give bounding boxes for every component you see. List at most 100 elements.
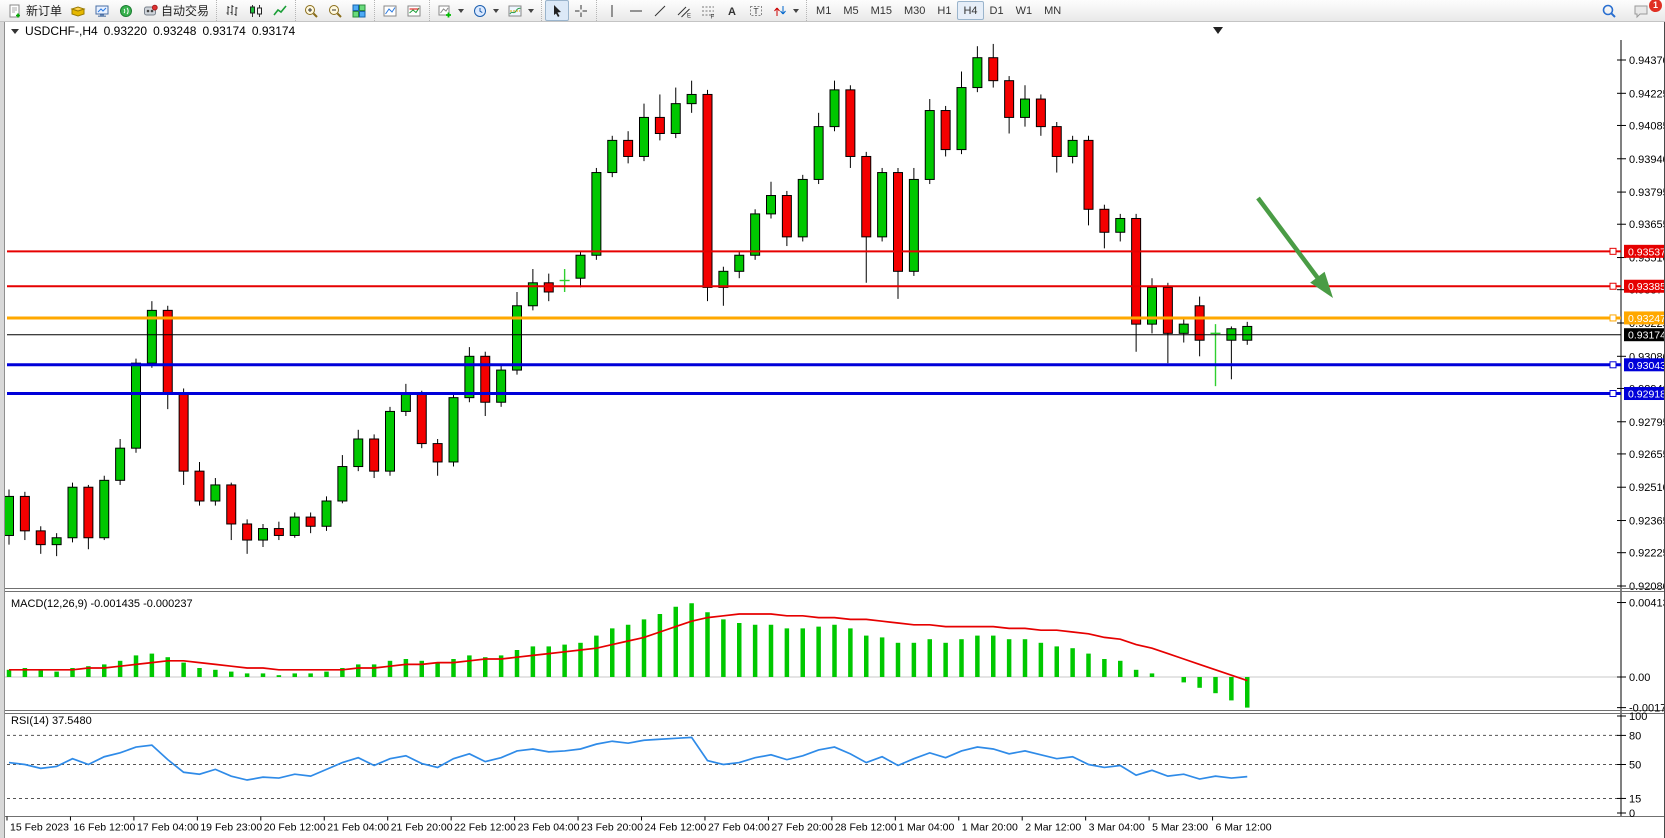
tline-icon [652, 3, 668, 19]
chat-button[interactable]: 1 [1629, 0, 1662, 21]
templates-button[interactable] [503, 0, 538, 21]
level-line-0.93247[interactable]: 0.93247 [7, 311, 1664, 325]
candle [924, 110, 935, 180]
candle [543, 282, 554, 293]
zoom-out-button[interactable] [323, 0, 347, 21]
candle [416, 392, 427, 445]
new-chart-button[interactable] [433, 0, 468, 21]
candle [178, 392, 189, 472]
macd-signal-line [9, 613, 1248, 682]
toolbar-group-dropdowns [429, 0, 541, 21]
autotrading-label: 自动交易 [161, 4, 210, 18]
arrows-icon [772, 3, 788, 19]
chat-icon [1633, 3, 1649, 19]
level-line-0.93537[interactable]: 0.93537 [7, 244, 1664, 259]
arrows-button[interactable] [768, 0, 803, 21]
candle [146, 309, 157, 364]
candle [51, 537, 62, 546]
level-price-label-text: 0.93385 [1628, 281, 1664, 293]
text-label-button[interactable]: T [744, 0, 768, 21]
data-window-button[interactable] [90, 0, 114, 21]
timeframe-w1-button[interactable]: W1 [1015, 4, 1033, 17]
toolbar-group-zoom [295, 0, 374, 21]
level-line-handle[interactable] [1609, 390, 1617, 398]
time-tick-label: 15 Feb 2023 [10, 822, 69, 834]
vertical-line-button[interactable] [600, 0, 624, 21]
chart-list-button[interactable] [66, 0, 90, 21]
candle [1242, 325, 1253, 341]
svg-text:F: F [711, 14, 715, 19]
cursor-button[interactable] [545, 0, 570, 21]
level-price-label [1624, 311, 1664, 325]
level-line-0.92918[interactable]: 0.92918 [7, 387, 1664, 401]
candle [289, 516, 300, 536]
candle [385, 410, 395, 472]
timeframe-mn-button[interactable]: MN [1044, 4, 1062, 17]
timeframe-d1-button[interactable]: D1 [989, 4, 1004, 17]
search-button[interactable] [1597, 0, 1621, 21]
zoom-out-icon [327, 3, 343, 19]
tile-windows-button[interactable] [347, 0, 371, 21]
trend-arrow-annotation[interactable] [1256, 196, 1333, 298]
timeframe-m15-button[interactable]: M15 [870, 4, 892, 17]
timeframe-h4-button[interactable]: H4 [957, 1, 984, 20]
level-line-0.93385[interactable]: 0.93385 [7, 279, 1664, 294]
time-tick-label: 3 Mar 04:00 [1089, 822, 1145, 834]
trend-line-button[interactable] [648, 0, 672, 21]
periods-button[interactable] [468, 0, 503, 21]
level-line-handle[interactable] [1609, 247, 1617, 255]
level-price-label [1624, 358, 1664, 372]
candle [797, 178, 808, 238]
signals-button[interactable] [114, 0, 138, 21]
level-price-label-text: 0.93043 [1628, 360, 1664, 372]
arrow-shaft[interactable] [1256, 196, 1322, 283]
crosshair-button[interactable] [569, 0, 593, 21]
candle [654, 116, 665, 135]
gold-book-icon [70, 3, 86, 19]
autotrading-button[interactable]: 自动交易 [138, 0, 213, 21]
rsi-scale-label: 15 [1629, 793, 1641, 805]
window-left-grip[interactable] [0, 21, 5, 838]
time-tick-label: 22 Feb 12:00 [454, 822, 516, 834]
timeframe-h1-button[interactable]: H1 [937, 4, 952, 17]
channel-icon: E [676, 3, 692, 19]
level-line-handle[interactable] [1609, 282, 1617, 290]
level-line-0.93043[interactable]: 0.93043 [7, 358, 1664, 372]
timeframe-m5-button[interactable]: M5 [843, 4, 859, 17]
candle [988, 57, 999, 82]
candle [1020, 98, 1030, 118]
chevron-down-icon [793, 8, 800, 13]
chart-shift-marker-icon[interactable] [1213, 27, 1223, 34]
chart-window: USDCHF-,H4 0.93220 0.93248 0.93174 0.931… [4, 21, 1665, 838]
candle [686, 93, 697, 105]
level-price-label [1624, 387, 1664, 401]
candlestick-chart-button[interactable] [244, 0, 268, 21]
horizontal-line-button[interactable] [624, 0, 648, 21]
collapse-chart-icon[interactable] [11, 28, 19, 34]
bar-chart-button[interactable] [220, 0, 244, 21]
candle [35, 530, 46, 546]
level-line-handle[interactable] [1609, 314, 1617, 322]
candle [607, 139, 618, 174]
time-axis[interactable]: 15 Feb 2023 16 Feb 12:00 17 Feb 04:00 19 Fe… [6, 816, 1272, 834]
equidistant-channel-button[interactable]: E [672, 0, 696, 21]
indicator-window-button[interactable] [378, 0, 402, 21]
timeframe-m30-button[interactable]: M30 [904, 4, 926, 17]
text-button[interactable]: A [720, 0, 744, 21]
chart-background [5, 40, 1664, 838]
timeframe-m1-button[interactable]: M1 [816, 4, 832, 17]
new-order-button[interactable]: 新订单 [3, 0, 66, 21]
zoom-in-button[interactable] [299, 0, 323, 21]
toolbar-group-windows [374, 0, 429, 21]
objects-window-button[interactable] [402, 0, 426, 21]
candle [940, 110, 951, 151]
fibonacci-button[interactable]: F [696, 0, 720, 21]
line-chart-button[interactable] [268, 0, 292, 21]
chart-titlebar: USDCHF-,H4 0.93220 0.93248 0.93174 0.931… [5, 22, 1664, 41]
time-tick-label: 21 Feb 04:00 [327, 822, 389, 834]
level-line-handle[interactable] [1609, 361, 1617, 369]
